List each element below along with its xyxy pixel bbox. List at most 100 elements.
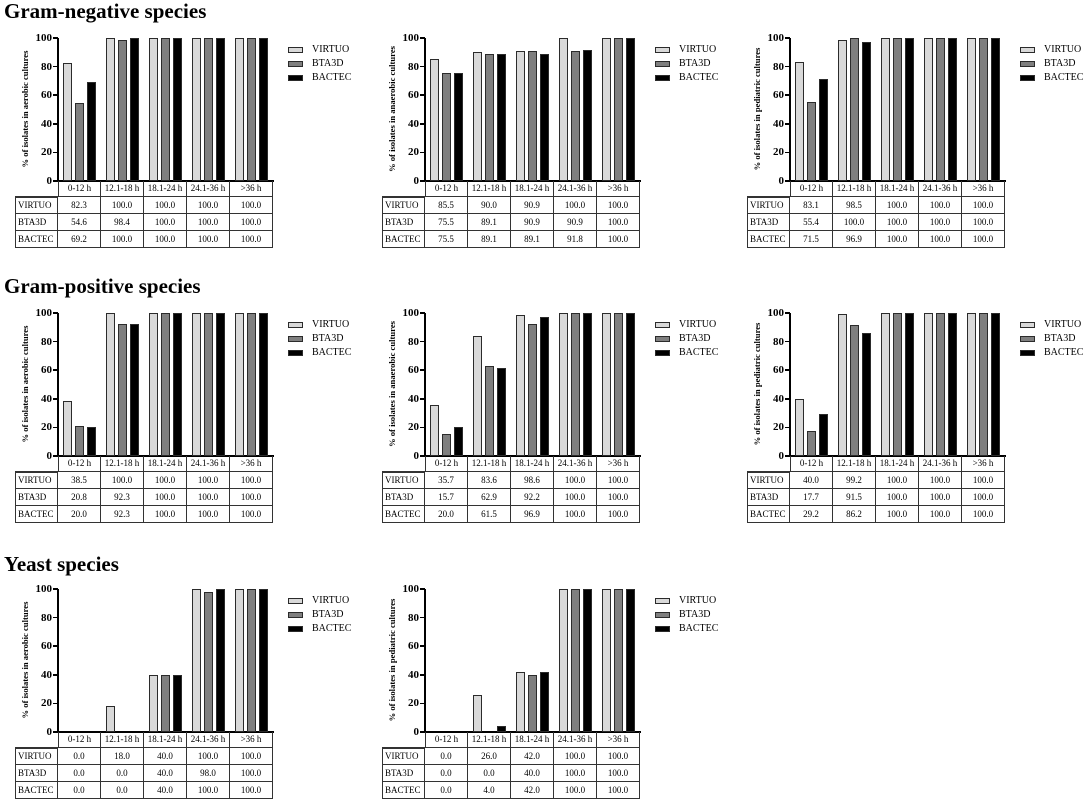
legend-item: BTA3D xyxy=(1020,58,1084,70)
table-cell: 85.5 xyxy=(425,197,468,214)
table-cell: 100.0 xyxy=(962,489,1005,506)
y-tick-mark xyxy=(53,398,58,400)
bar-virtuo xyxy=(106,313,115,456)
table-row-label: VIRTUO xyxy=(747,472,790,489)
table-cell: 100.0 xyxy=(597,231,640,248)
table-row-label: BACTEC xyxy=(382,782,425,799)
bar-bta3d xyxy=(75,102,84,181)
bar-bta3d xyxy=(118,324,127,456)
y-axis-line xyxy=(57,38,59,182)
y-axis-line xyxy=(424,589,426,733)
bar-virtuo xyxy=(881,313,890,456)
y-tick-label: 60 xyxy=(408,89,419,102)
table-cell: 0.0 xyxy=(425,765,468,782)
table-cell: 98.0 xyxy=(187,765,230,782)
legend-swatch-bta3d xyxy=(655,61,670,67)
table-cell: 100.0 xyxy=(962,214,1005,231)
table-cell: 100.0 xyxy=(876,197,919,214)
table-header-cell: 18.1-24 h xyxy=(876,181,919,197)
legend-swatch-bta3d xyxy=(288,61,303,67)
table-cell: 20.8 xyxy=(58,489,101,506)
table-header-cell: 18.1-24 h xyxy=(144,456,187,472)
table-cell: 100.0 xyxy=(144,214,187,231)
table-row-label: BACTEC xyxy=(15,506,58,523)
y-tick-label: 20 xyxy=(408,421,419,434)
table-cell: 99.2 xyxy=(833,472,876,489)
bar-virtuo xyxy=(473,694,482,732)
legend-label: BTA3D xyxy=(312,333,344,344)
legend-swatch-bactec xyxy=(288,626,303,632)
table-cell: 100.0 xyxy=(230,489,273,506)
table-corner-cell xyxy=(15,732,58,748)
table-cell: 92.2 xyxy=(511,489,554,506)
table-cell: 100.0 xyxy=(919,472,962,489)
y-tick-mark xyxy=(420,123,425,125)
x-axis-line xyxy=(57,731,274,733)
table-cell: 100.0 xyxy=(962,231,1005,248)
y-tick-label: 80 xyxy=(408,335,419,348)
y-tick-label: 60 xyxy=(408,364,419,377)
y-tick-mark xyxy=(53,180,58,182)
table-row-label: BTA3D xyxy=(747,489,790,506)
y-tick-mark xyxy=(785,180,790,182)
y-tick-label: 80 xyxy=(773,335,784,348)
bar-virtuo xyxy=(149,38,158,181)
table-cell: 100.0 xyxy=(101,231,144,248)
y-tick-mark xyxy=(420,94,425,96)
bar-bta3d xyxy=(893,313,902,456)
table-cell: 100.0 xyxy=(230,748,273,765)
bar-bactec xyxy=(905,38,914,181)
table-header-cell: 24.1-36 h xyxy=(554,732,597,748)
table-cell: 100.0 xyxy=(187,231,230,248)
y-tick-mark xyxy=(785,426,790,429)
bar-bactec xyxy=(216,313,225,456)
legend-label: BTA3D xyxy=(679,333,711,344)
bar-bta3d xyxy=(807,101,816,181)
y-tick-label: 100 xyxy=(35,583,53,595)
table-row-label: BACTEC xyxy=(15,782,58,799)
table-cell: 62.9 xyxy=(468,489,511,506)
table-header-cell: 12.1-18 h xyxy=(101,456,144,472)
chart-panel: % of isolates in pediatric cultures 0 20 40… xyxy=(747,31,1084,251)
legend-item: BTA3D xyxy=(288,333,378,345)
chart-panel: % of isolates in aerobic cultures 0 20 40 60… xyxy=(15,582,380,801)
bar-virtuo xyxy=(149,313,158,456)
legend-swatch-virtuo xyxy=(655,598,670,604)
table-header-cell: 24.1-36 h xyxy=(187,456,230,472)
y-tick-label: 60 xyxy=(773,364,784,377)
y-tick-label: 0 xyxy=(778,175,785,187)
table-row-label: VIRTUO xyxy=(382,748,425,765)
table-cell: 42.0 xyxy=(511,782,554,799)
table-header-cell: >36 h xyxy=(962,456,1005,472)
x-axis-line xyxy=(789,180,1006,182)
bar-virtuo xyxy=(63,63,72,181)
legend-item: BACTEC xyxy=(1020,72,1084,84)
y-tick-label: 20 xyxy=(41,146,52,159)
table-cell: 42.0 xyxy=(511,748,554,765)
table-cell: 96.9 xyxy=(511,506,554,523)
table-cell: 100.0 xyxy=(187,472,230,489)
legend-item: BTA3D xyxy=(288,58,378,70)
legend: VIRTUO BTA3D BACTEC xyxy=(288,306,378,366)
y-axis-line xyxy=(789,313,791,457)
bar-virtuo xyxy=(63,400,72,456)
bar-virtuo xyxy=(106,38,115,181)
table-cell: 0.0 xyxy=(468,765,511,782)
table-row-label: VIRTUO xyxy=(382,197,425,214)
table-header-cell: 12.1-18 h xyxy=(468,456,511,472)
chart-panel: % of isolates in anaerobic cultures 0 20 40… xyxy=(382,31,747,251)
table-corner-cell xyxy=(15,456,58,472)
bar-bta3d xyxy=(893,38,902,181)
bar-virtuo xyxy=(192,589,201,732)
y-axis-label: % of isolates in pediatric cultures xyxy=(752,47,762,171)
bar-virtuo xyxy=(235,38,244,181)
y-tick-label: 0 xyxy=(413,450,420,462)
y-tick-label: 0 xyxy=(46,175,53,187)
chart-panel: % of isolates in aerobic cultures 0 20 40 60… xyxy=(15,31,380,251)
legend-label: BACTEC xyxy=(679,347,719,358)
table-cell: 100.0 xyxy=(597,197,640,214)
y-tick-mark xyxy=(420,426,425,429)
table-header-cell: 24.1-36 h xyxy=(919,181,962,197)
y-tick-label: 20 xyxy=(408,697,419,710)
table-corner-cell xyxy=(15,181,58,197)
